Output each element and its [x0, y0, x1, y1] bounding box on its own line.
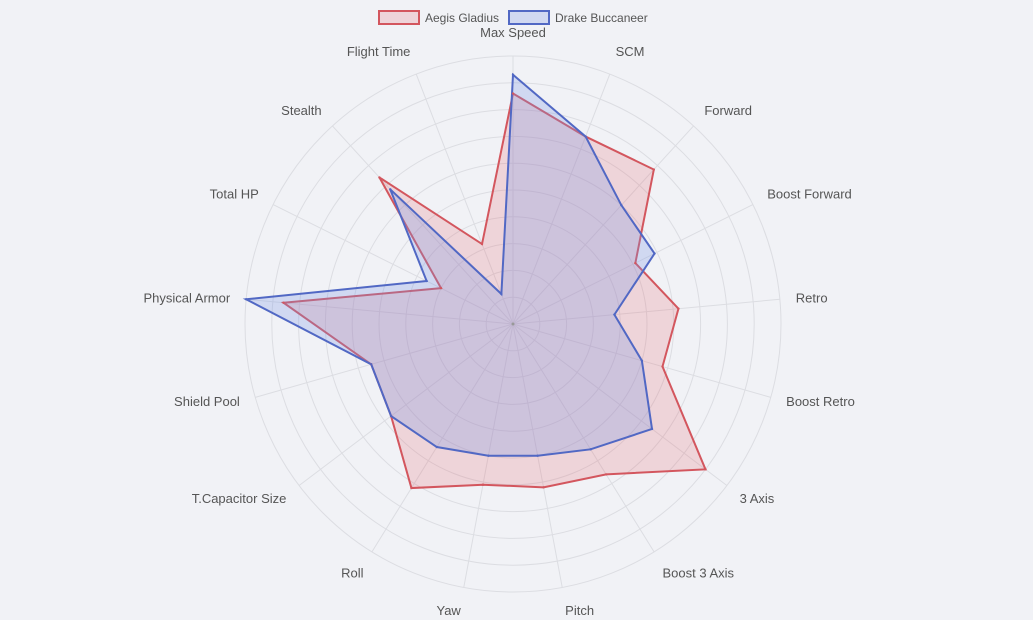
series-0-point-5[interactable]: [661, 365, 664, 368]
series-0-point-8[interactable]: [542, 486, 545, 489]
series-0-point-13[interactable]: [282, 301, 285, 304]
grid-spoke-7: [512, 323, 655, 553]
grid-spoke-1: [512, 73, 611, 325]
legend-swatch-1: [508, 10, 550, 25]
series-area-1[interactable]: [242, 72, 656, 457]
series-1-point-1[interactable]: [584, 135, 587, 138]
series-0-point-15[interactable]: [378, 176, 381, 179]
series-1-point-11[interactable]: [389, 414, 393, 418]
legend-label-0: Aegis Gladius: [425, 11, 499, 25]
grid-spoke-2: [512, 125, 694, 325]
series-1-point-5[interactable]: [640, 359, 644, 362]
series-0-point-10[interactable]: [410, 486, 413, 490]
series-0-point-3[interactable]: [634, 261, 637, 265]
series-1-point-0[interactable]: [511, 73, 515, 76]
axis-label-12: Shield Pool: [174, 394, 240, 409]
series-1-point-12[interactable]: [370, 363, 373, 366]
axis-label-2: Forward: [704, 103, 752, 118]
grid-spoke-4: [512, 298, 780, 325]
grid-spoke-11: [298, 323, 514, 486]
series-0-point-16[interactable]: [480, 242, 484, 246]
axis-label-10: Roll: [341, 565, 364, 580]
series-0-point-7[interactable]: [604, 473, 608, 476]
series-0-point-0[interactable]: [511, 92, 515, 95]
series-0-point-6[interactable]: [704, 468, 707, 471]
series-1-point-10[interactable]: [435, 445, 439, 449]
series-0-point-9[interactable]: [481, 483, 485, 486]
axis-label-8: Pitch: [565, 603, 594, 618]
series-0-point-14[interactable]: [439, 286, 443, 290]
axis-label-7: Boost 3 Axis: [663, 565, 735, 580]
axis-label-9: Yaw: [436, 603, 461, 618]
series-1-point-4[interactable]: [613, 313, 616, 316]
grid-spoke-6: [512, 323, 728, 486]
axis-label-14: Total HP: [210, 186, 259, 201]
grid-spoke-12: [255, 323, 514, 398]
axis-label-5: Boost Retro: [786, 394, 855, 409]
series-1-point-14[interactable]: [425, 279, 428, 283]
axis-label-6: 3 Axis: [740, 491, 775, 506]
series-1-point-16[interactable]: [500, 292, 503, 296]
axis-label-13: Physical Armor: [144, 290, 231, 305]
axis-label-11: T.Capacitor Size: [192, 491, 287, 506]
axis-label-0: Max Speed: [480, 25, 546, 40]
radar-series: [242, 72, 707, 490]
series-1-point-15[interactable]: [389, 188, 392, 191]
axis-label-1: SCM: [616, 44, 645, 59]
grid-spoke-14: [272, 204, 514, 325]
grid-spoke-3: [512, 204, 754, 325]
grid-spoke-15: [332, 125, 514, 325]
series-1-point-8[interactable]: [536, 454, 539, 457]
legend-item-0[interactable]: Aegis Gladius: [378, 10, 499, 25]
axis-label-16: Flight Time: [347, 44, 411, 59]
axis-label-15: Stealth: [281, 103, 321, 118]
grid-spoke-16: [415, 73, 514, 325]
series-1-point-7[interactable]: [589, 448, 592, 451]
series-1-point-2[interactable]: [620, 203, 623, 207]
series-1-point-9[interactable]: [487, 454, 490, 457]
legend-item-1[interactable]: Drake Buccaneer: [508, 10, 648, 25]
series-0-point-4[interactable]: [677, 307, 680, 310]
legend-swatch-0: [378, 10, 420, 25]
legend-label-1: Drake Buccaneer: [555, 11, 648, 25]
grid-spoke-10: [371, 323, 514, 553]
series-0-point-2[interactable]: [652, 168, 656, 171]
axis-label-4: Retro: [796, 290, 828, 305]
chart-legend: Aegis Gladius Drake Buccaneer: [378, 10, 648, 25]
axis-label-3: Boost Forward: [767, 186, 852, 201]
series-1-point-6[interactable]: [650, 427, 654, 431]
grid-spoke-13: [246, 298, 514, 325]
center-point: [511, 322, 515, 326]
series-1-point-3[interactable]: [653, 252, 656, 255]
series-area-0[interactable]: [280, 91, 707, 490]
axis-labels: Max Speed SCM Forward Boost Forward Retro Boo…: [144, 25, 855, 618]
series-1-point-13[interactable]: [244, 298, 248, 301]
